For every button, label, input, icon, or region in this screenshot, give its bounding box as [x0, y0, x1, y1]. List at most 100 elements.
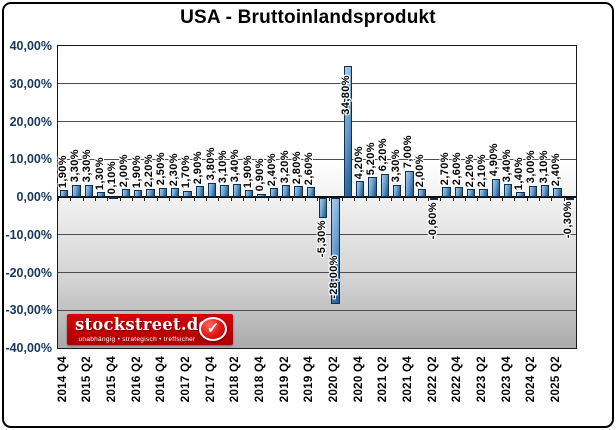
gridline--10 [58, 234, 576, 236]
bar-value-label-23: 34,80% [340, 74, 353, 115]
axis-tick-15 [243, 197, 244, 201]
bar-34 [479, 189, 488, 197]
x-tick-label-2: 2015 Q4 [106, 356, 118, 403]
axis-tick-17 [267, 197, 269, 201]
bar-32 [454, 187, 464, 197]
bar-15 [244, 189, 254, 197]
x-tick-label-18: 2023 Q4 [500, 356, 513, 403]
y-tick-label-1: 30,00% [9, 76, 52, 91]
axis-tick-16 [255, 197, 257, 201]
bar-value-label-18: 3,20% [278, 149, 291, 183]
x-tick-label-19: 2024 Q2 [525, 356, 538, 403]
axis-tick-8 [156, 197, 158, 201]
x-tick-label-10: 2019 Q4 [303, 356, 316, 403]
x-tick-label-6: 2017 Q4 [204, 356, 217, 403]
bar-value-label-6: 1,90% [130, 154, 143, 188]
y-tick-label-4: 0,00% [16, 190, 52, 204]
x-tick-label-3: 2016 Q2 [130, 356, 143, 403]
gridline-20 [58, 121, 576, 122]
axis-tick-5 [119, 197, 121, 201]
bar-25 [368, 177, 377, 197]
axis-tick-26 [378, 197, 380, 201]
bar-value-label-31: 2,70% [439, 151, 451, 185]
bar-8 [158, 187, 168, 197]
bar-39 [540, 185, 550, 197]
bar-30 [429, 198, 439, 201]
bar-value-label-34: 2,10% [476, 153, 488, 188]
axis-tick-31 [440, 197, 442, 201]
bar-40 [553, 187, 562, 197]
bar-value-label-20: 2,60% [303, 151, 316, 186]
bar-value-label-4: 0,10% [106, 161, 118, 195]
bar-41 [565, 198, 575, 200]
bar-14 [232, 184, 242, 197]
bar-value-label-39: 3,10% [537, 150, 550, 184]
stockstreet-logo: stockstreet.de unabhängig • strategisch … [67, 314, 233, 345]
axis-tick-14 [230, 197, 232, 201]
x-tick-label-4: 2016 Q4 [155, 356, 168, 403]
bar-value-label-35: 4,90% [488, 143, 501, 177]
bar-value-label-1: 3,30% [69, 149, 81, 183]
bar-value-label-32: 2,60% [451, 151, 464, 186]
bar-10 [183, 190, 192, 197]
bar-16 [257, 193, 266, 197]
axis-tick-27 [391, 197, 392, 201]
x-tick-label-0: 2014 Q4 [56, 356, 69, 403]
bar-value-label-10: 1,70% [180, 155, 192, 189]
axis-tick-11 [193, 197, 195, 201]
bar-1 [72, 184, 81, 197]
axis-tick-32 [452, 197, 454, 201]
axis-tick-22 [329, 197, 331, 201]
bar-35 [491, 178, 501, 197]
x-tick-label-7: 2018 Q2 [229, 356, 242, 403]
bar-value-label-19: 2,80% [291, 151, 303, 185]
axis-tick-28 [403, 197, 405, 201]
axis-tick-10 [181, 197, 183, 201]
bar-value-label-5: 2,00% [118, 154, 131, 188]
x-tick-label-17: 2023 Q2 [476, 356, 488, 403]
chart-title: USA - Bruttoinlandsprodukt [180, 7, 436, 28]
x-tick-label-14: 2021 Q4 [402, 356, 414, 403]
bar-18 [281, 184, 291, 197]
logo-text: stockstreet.de [75, 315, 210, 334]
bar-2 [84, 184, 94, 197]
y-tick-label-0: 40,00% [9, 39, 52, 53]
axis-tick-12 [206, 197, 207, 201]
bar-36 [503, 184, 513, 197]
x-tick-label-12: 2020 Q4 [352, 356, 365, 403]
check-icon: ✓ [199, 317, 227, 341]
axis-tick-24 [354, 197, 355, 201]
bar-value-label-25: 5,20% [365, 142, 377, 176]
x-tick-label-16: 2022 Q4 [451, 356, 464, 403]
axis-tick-41 [563, 197, 565, 201]
bar-27 [392, 184, 402, 197]
x-tick-label-1: 2015 Q2 [81, 356, 94, 403]
bar-value-label-21: -5,30% [315, 220, 328, 258]
axis-tick-23 [341, 197, 343, 201]
bar-value-label-40: 2,40% [550, 152, 562, 186]
bar-28 [405, 170, 414, 197]
bar-12 [207, 182, 217, 197]
bar-value-label-11: 2,90% [192, 150, 205, 185]
bar-value-label-16: 0,90% [254, 158, 266, 192]
bar-4 [109, 196, 118, 199]
bar-7 [146, 188, 155, 197]
axis-tick-34 [477, 197, 479, 201]
bar-0 [59, 189, 69, 197]
bar-value-label-0: 1,90% [56, 154, 69, 188]
y-tick-label-2: 20,00% [9, 114, 52, 129]
bar-19 [294, 186, 303, 197]
axis-tick-9 [169, 197, 170, 201]
bar-24 [355, 181, 365, 197]
bar-value-label-7: 2,20% [143, 153, 155, 187]
gridline--20 [58, 272, 576, 273]
logo-tagline: unabhängig • strategisch • treffsicher [78, 336, 196, 343]
bar-value-label-30: -0,60% [426, 202, 439, 240]
x-tick-label-11: 2020 Q2 [328, 356, 340, 403]
y-tick-label-3: 10,00% [9, 152, 52, 167]
bar-23 [343, 65, 353, 197]
bar-value-label-22: -28,00% [328, 254, 340, 299]
y-tick-label-6: -20,00% [5, 265, 52, 280]
